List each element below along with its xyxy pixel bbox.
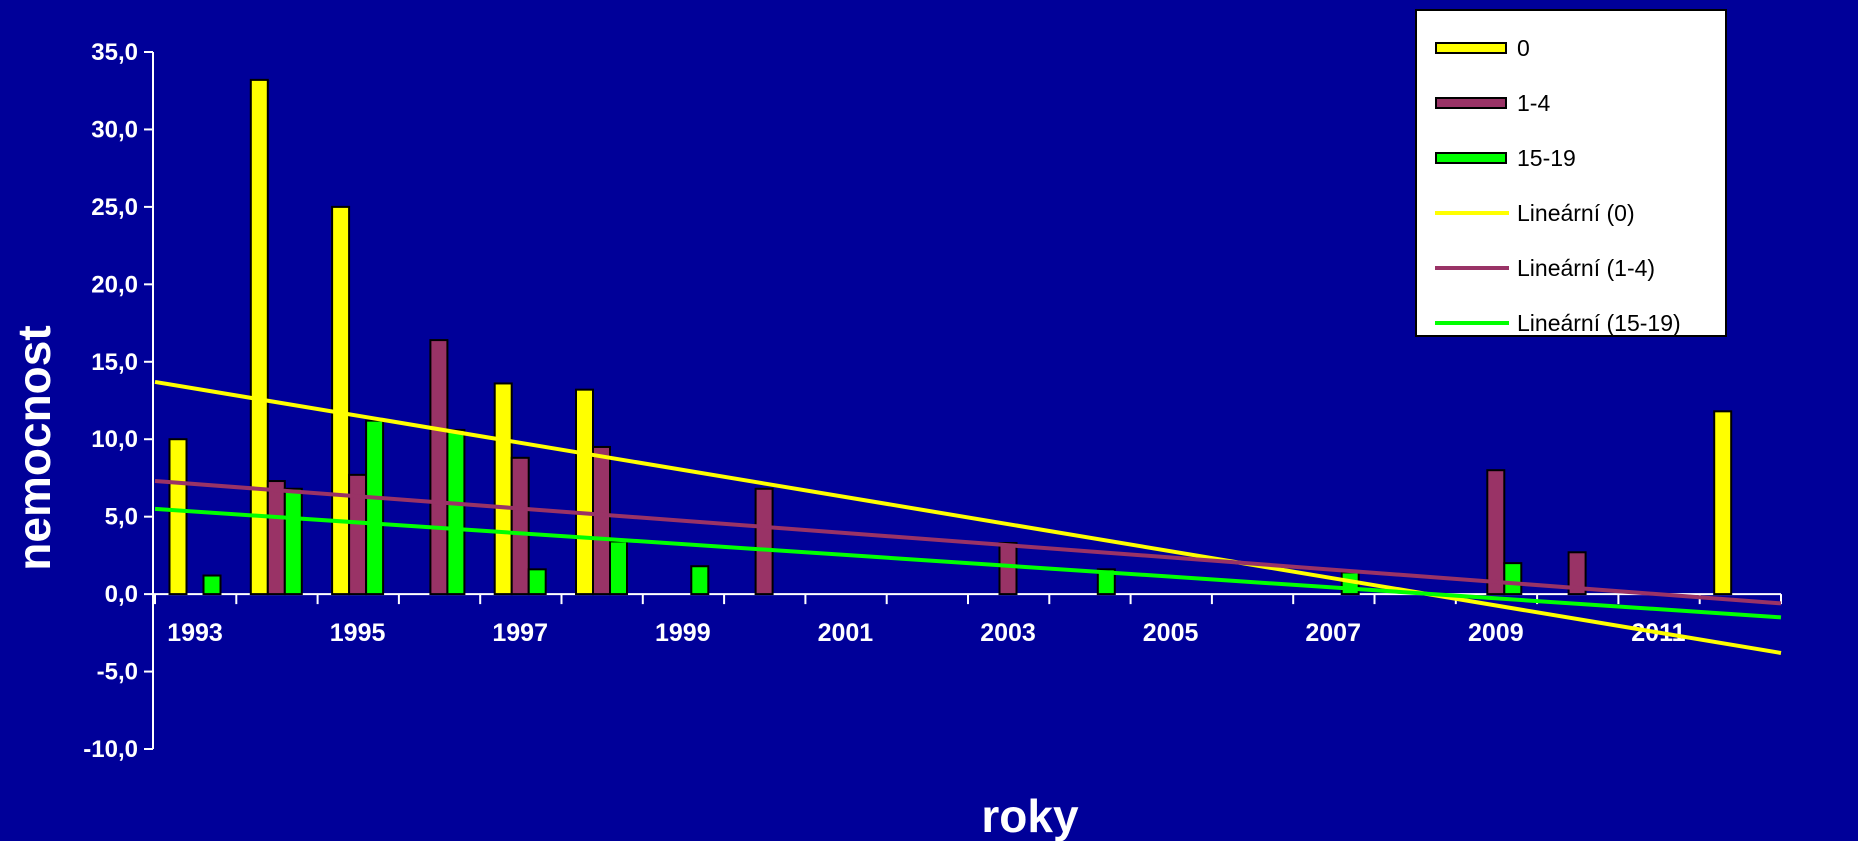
x-tick-label: 2009	[1468, 619, 1524, 647]
legend-item: Lineární (15-19)	[1417, 308, 1725, 338]
y-tick-label: 20,0	[91, 271, 138, 298]
bar-1-4-1998	[592, 445, 611, 596]
bar-1-4-2000	[754, 487, 774, 596]
y-tick-label: 30,0	[91, 116, 138, 143]
bar-1-4-2003	[998, 541, 1018, 596]
bars	[168, 78, 1733, 596]
legend-item: Lineární (0)	[1417, 198, 1725, 228]
trend-lines	[154, 379, 1782, 655]
x-tick-label: 2005	[1143, 619, 1199, 647]
legend-swatch	[1435, 266, 1509, 270]
x-tick-label: 2007	[1305, 619, 1361, 647]
trend-line	[154, 379, 1782, 655]
legend-item: 1-4	[1417, 88, 1725, 118]
bar-0-1997	[493, 382, 513, 596]
y-tick-label: 25,0	[91, 194, 138, 221]
legend-swatch	[1435, 42, 1507, 54]
bar-1-4-1995	[348, 473, 368, 596]
legend-swatch	[1435, 211, 1509, 215]
bar-0-1994	[249, 78, 269, 596]
bar-15-19-2009	[1503, 562, 1523, 596]
bar-0-1995	[331, 205, 351, 596]
bar-1-4-1996	[429, 339, 449, 596]
bar-0-2012	[1713, 410, 1733, 596]
y-tick-label: 35,0	[91, 39, 138, 66]
y-tick-label: 10,0	[91, 426, 138, 453]
legend-label: 1-4	[1517, 89, 1551, 116]
y-tick-label: 0,0	[105, 581, 138, 608]
x-axis-title: roky	[981, 790, 1079, 841]
bar-15-19-1996	[446, 428, 466, 596]
legend: 0 1-4 15-19 Lineární (0) Lineární (1-4) Lineá…	[1415, 9, 1727, 337]
trend-line	[154, 479, 1782, 606]
legend-label: Lineární (15-19)	[1517, 309, 1681, 336]
bar-15-19-1995	[365, 419, 385, 596]
legend-item: 0	[1417, 33, 1725, 63]
x-tick-label: 1997	[492, 619, 548, 647]
x-tick-label: 2001	[818, 619, 874, 647]
bar-1-4-2009	[1486, 469, 1506, 596]
x-tick-label: 2003	[980, 619, 1036, 647]
bar-15-19-1997	[527, 568, 547, 596]
legend-swatch	[1435, 152, 1507, 164]
legend-swatch	[1435, 97, 1507, 109]
legend-label: Lineární (1-4)	[1517, 254, 1656, 281]
x-tick-label: 1995	[330, 619, 386, 647]
bar-15-19-2004	[1096, 568, 1116, 596]
legend-label: 0	[1517, 34, 1530, 61]
legend-label: 15-19	[1517, 144, 1576, 171]
legend-label: Lineární (0)	[1517, 199, 1635, 226]
bar-1-4-1994	[266, 480, 286, 596]
y-tick-label: -5,0	[97, 659, 138, 686]
bar-15-19-1999	[690, 565, 710, 596]
bar-15-19-1998	[609, 540, 628, 596]
legend-swatch	[1435, 321, 1509, 325]
bar-15-19-1994	[283, 487, 303, 596]
trend-line	[154, 506, 1782, 620]
y-tick-label: 15,0	[91, 349, 138, 376]
legend-item: Lineární (1-4)	[1417, 253, 1725, 283]
bar-0-1998	[575, 388, 594, 596]
legend-item: 15-19	[1417, 143, 1725, 173]
y-tick-label: 5,0	[105, 504, 138, 531]
y-tick-label: -10,0	[83, 736, 138, 763]
bar-1-4-2010	[1567, 551, 1587, 596]
bar-0-1993	[168, 438, 188, 596]
bar-15-19-1993	[202, 574, 222, 596]
x-tick-label: 1993	[167, 619, 223, 647]
bar-1-4-1997	[510, 456, 530, 596]
y-axis-title: nemocnost	[8, 325, 60, 570]
axes: -10,0 -5,0 0,0 5,0 10,0 15,0 20,0 25,0 30,0 35,0 1…	[83, 39, 1782, 763]
x-tick-label: 1999	[655, 619, 711, 647]
